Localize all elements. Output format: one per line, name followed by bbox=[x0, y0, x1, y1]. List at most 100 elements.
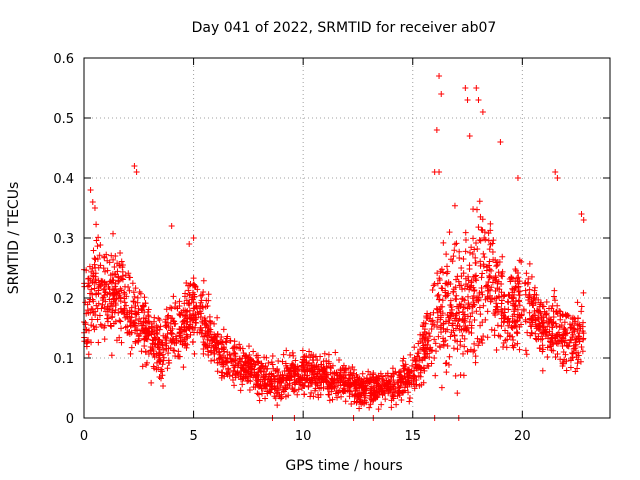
data-point bbox=[509, 295, 516, 302]
data-point bbox=[462, 229, 469, 236]
data-point bbox=[399, 357, 406, 364]
data-point bbox=[89, 272, 96, 279]
data-point bbox=[405, 389, 412, 396]
data-point bbox=[396, 384, 403, 391]
data-point bbox=[143, 330, 150, 337]
data-point bbox=[536, 345, 543, 352]
data-point bbox=[317, 391, 324, 398]
data-point bbox=[223, 357, 230, 364]
data-point bbox=[366, 395, 373, 402]
data-point bbox=[269, 352, 276, 359]
data-point bbox=[168, 305, 175, 312]
data-point bbox=[101, 304, 108, 311]
data-point bbox=[91, 261, 98, 268]
data-point bbox=[127, 350, 134, 357]
data-point bbox=[282, 382, 289, 389]
data-point bbox=[116, 277, 123, 284]
data-point bbox=[155, 344, 162, 351]
data-point bbox=[378, 401, 385, 408]
data-point bbox=[107, 322, 114, 329]
data-point bbox=[540, 319, 547, 326]
data-point bbox=[398, 396, 405, 403]
data-point bbox=[130, 289, 137, 296]
data-point bbox=[516, 292, 523, 299]
data-point bbox=[471, 246, 478, 253]
data-point bbox=[139, 326, 146, 333]
data-point bbox=[570, 331, 577, 338]
data-point bbox=[349, 391, 356, 398]
data-point bbox=[485, 278, 492, 285]
data-point bbox=[565, 343, 572, 350]
data-point bbox=[470, 348, 477, 355]
data-point bbox=[250, 383, 257, 390]
data-point bbox=[439, 297, 446, 304]
data-point bbox=[501, 318, 508, 325]
data-point bbox=[461, 317, 468, 324]
data-point bbox=[191, 282, 198, 289]
data-point bbox=[130, 320, 137, 327]
data-point bbox=[108, 279, 115, 286]
data-point bbox=[132, 338, 139, 345]
axis-ticks: 0 0.1 0.2 0.3 0.4 0.5 0.6 0 5 10 15 20 bbox=[53, 52, 610, 444]
data-point bbox=[569, 350, 576, 357]
data-point bbox=[443, 251, 450, 258]
data-point bbox=[167, 304, 174, 311]
data-point bbox=[355, 393, 362, 400]
data-point bbox=[438, 285, 445, 292]
data-point bbox=[522, 287, 529, 294]
data-point bbox=[414, 365, 421, 372]
data-point bbox=[432, 340, 439, 347]
data-point bbox=[96, 312, 103, 319]
data-point bbox=[490, 256, 497, 263]
data-point bbox=[412, 357, 419, 364]
data-point bbox=[480, 333, 487, 340]
data-point bbox=[273, 390, 280, 397]
data-point bbox=[461, 335, 468, 342]
data-point bbox=[436, 169, 443, 175]
data-point bbox=[231, 368, 238, 375]
data-point bbox=[205, 297, 212, 304]
data-point bbox=[102, 289, 109, 296]
data-point bbox=[444, 263, 451, 270]
data-point bbox=[219, 361, 226, 368]
data-point bbox=[270, 372, 277, 379]
data-point bbox=[460, 326, 467, 333]
data-point bbox=[285, 392, 292, 399]
data-point bbox=[164, 313, 171, 320]
data-point bbox=[492, 274, 499, 281]
data-point bbox=[151, 341, 158, 348]
data-point bbox=[311, 368, 318, 375]
data-point bbox=[259, 378, 266, 385]
data-point bbox=[324, 383, 331, 390]
data-point bbox=[576, 338, 583, 345]
data-point bbox=[349, 364, 356, 371]
data-point bbox=[156, 346, 163, 353]
data-point bbox=[88, 286, 95, 293]
data-point bbox=[543, 329, 550, 336]
data-point bbox=[572, 318, 579, 325]
data-point bbox=[440, 335, 447, 342]
data-point bbox=[254, 390, 261, 397]
data-point bbox=[563, 367, 570, 374]
data-point bbox=[115, 288, 122, 295]
data-point bbox=[361, 399, 368, 406]
data-point bbox=[514, 340, 521, 347]
data-point bbox=[524, 329, 531, 336]
data-point bbox=[326, 391, 333, 398]
data-point bbox=[100, 265, 107, 272]
data-point bbox=[320, 385, 327, 392]
data-point bbox=[522, 347, 529, 354]
data-point bbox=[526, 260, 533, 267]
data-point bbox=[227, 355, 234, 362]
data-point bbox=[552, 354, 559, 361]
data-point bbox=[126, 307, 133, 314]
data-point bbox=[401, 367, 408, 374]
data-point bbox=[247, 356, 254, 363]
data-point bbox=[109, 286, 116, 293]
data-point bbox=[352, 388, 359, 395]
data-point bbox=[389, 393, 396, 400]
data-point bbox=[368, 387, 375, 394]
data-point bbox=[516, 302, 523, 309]
data-point bbox=[145, 351, 152, 358]
data-point bbox=[365, 368, 372, 375]
